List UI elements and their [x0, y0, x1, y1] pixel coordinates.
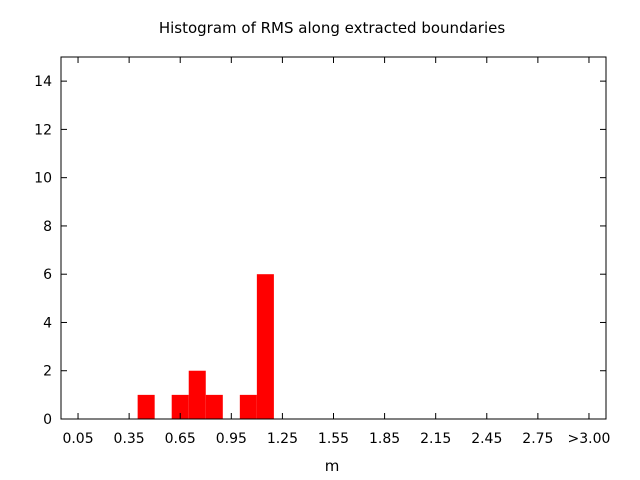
histogram-bar-7 [188, 370, 206, 419]
bars-group [137, 274, 274, 419]
y-tick-label-3: 6 [43, 267, 52, 283]
y-tick-label-6: 12 [34, 122, 52, 138]
y-tick-label-4: 8 [43, 219, 52, 235]
x-tick-label-5: 1.55 [318, 431, 349, 447]
x-tick-label-7: 2.15 [420, 431, 451, 447]
x-tick-label-3: 0.95 [216, 431, 247, 447]
x-tick-label-4: 1.25 [267, 431, 298, 447]
tick-labels-group: 0 2 4 6 8 10 12 14 0.05 0.35 0.65 0.95 1.25 1.55 1.85 2… [34, 74, 610, 447]
y-tick-label-5: 10 [34, 171, 52, 187]
histogram-bar-4 [137, 394, 155, 419]
x-tick-label-0: 0.05 [62, 431, 93, 447]
histogram-bar-8 [205, 394, 223, 419]
plot-frame [60, 56, 607, 420]
x-axis-label: m [325, 457, 340, 475]
histogram-bar-11 [256, 274, 274, 419]
x-tick-label-1: 0.35 [114, 431, 145, 447]
histogram-bar-6 [171, 394, 189, 419]
y-tick-label-0: 0 [43, 412, 52, 428]
x-tick-label-8: 2.45 [471, 431, 502, 447]
y-tick-label-2: 4 [43, 315, 52, 331]
x-tick-label-2: 0.65 [165, 431, 196, 447]
chart-title: Histogram of RMS along extracted boundar… [159, 19, 506, 37]
y-tick-label-7: 14 [34, 74, 52, 90]
x-tick-label-10: >3.00 [568, 431, 611, 447]
ticks-group [61, 57, 606, 420]
x-tick-label-6: 1.85 [369, 431, 400, 447]
y-tick-label-1: 2 [43, 364, 52, 380]
x-tick-label-9: 2.75 [522, 431, 553, 447]
histogram-bar-10 [239, 394, 257, 419]
